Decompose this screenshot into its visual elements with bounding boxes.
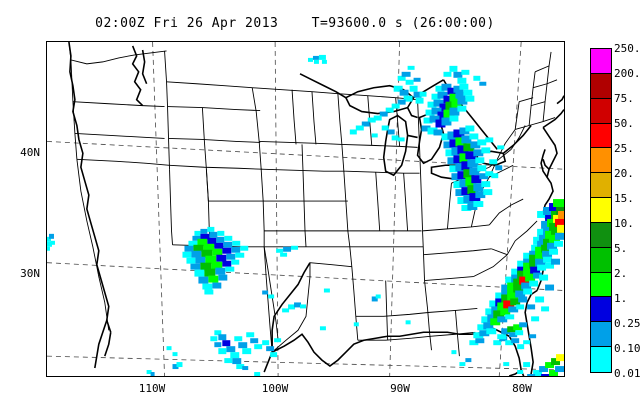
- lon-label-110w: 110W: [138, 382, 166, 395]
- precip-deep-south: [262, 288, 411, 331]
- lon-label-90w: 90W: [390, 382, 410, 395]
- lon-label-100w: 100W: [261, 382, 289, 395]
- colorbar-band-50: [591, 123, 611, 149]
- precipitation-field: [47, 54, 564, 376]
- colorbar-band-025: [591, 322, 611, 348]
- colorbar-tick-001: 0.01: [614, 367, 640, 380]
- colorbar-tick-200: 200.: [614, 67, 640, 80]
- lat-label-30n: 30N: [20, 267, 40, 280]
- colorbar-tick-10: 10.: [614, 217, 634, 230]
- colorbar-band-75: [591, 98, 611, 124]
- precip-texas-gulf: [166, 330, 282, 376]
- colorbar-tick-20: 20.: [614, 167, 634, 180]
- map-plot-area: [46, 41, 565, 377]
- precip-southeast-florida: [451, 322, 537, 375]
- colorbar-tick-250: 250.: [614, 42, 640, 55]
- precip-west-coast: [47, 54, 327, 376]
- colorbar-tick-025: 0.25: [614, 317, 640, 330]
- precip-carolina-offshore: [469, 199, 564, 346]
- colorbar-band-10: [591, 222, 611, 248]
- precip-northeast-band: [407, 65, 505, 211]
- colorbar-tick-15: 15.: [614, 192, 634, 205]
- figure-title: 02:00Z Fri 26 Apr 2013 T=93600.0 s (26:0…: [95, 16, 495, 31]
- precip-great-lakes: [349, 71, 424, 142]
- colorbar-tick-75: 75.: [614, 92, 634, 105]
- colorbar-band-15: [591, 198, 611, 223]
- lon-label-80w: 80W: [512, 382, 532, 395]
- colorbar-band-25: [591, 148, 611, 174]
- colorbar-band-5: [591, 247, 611, 273]
- map-canvas: [47, 42, 564, 376]
- colorbar-band-1: [591, 297, 611, 323]
- state-boundaries: [68, 42, 558, 357]
- colorbar-tick-50: 50.: [614, 117, 634, 130]
- colorbar-tick-010: 0.10: [614, 342, 640, 355]
- precip-colorado-newmexico: [182, 226, 299, 295]
- colorbar-tick-25: 25.: [614, 142, 634, 155]
- colorbar: [590, 48, 612, 373]
- lat-label-40n: 40N: [20, 146, 40, 159]
- colorbar-band-010: [591, 347, 611, 372]
- colorbar-band-250: [591, 49, 611, 74]
- colorbar-band-20: [591, 173, 611, 199]
- colorbar-band-2: [591, 272, 611, 298]
- precip-bottom-edge: [527, 354, 564, 376]
- colorbar-tick-5: 5.: [614, 242, 628, 255]
- colorbar-band-200: [591, 73, 611, 99]
- colorbar-tick-1: 1.: [614, 292, 628, 305]
- colorbar-tick-2: 2.: [614, 267, 628, 280]
